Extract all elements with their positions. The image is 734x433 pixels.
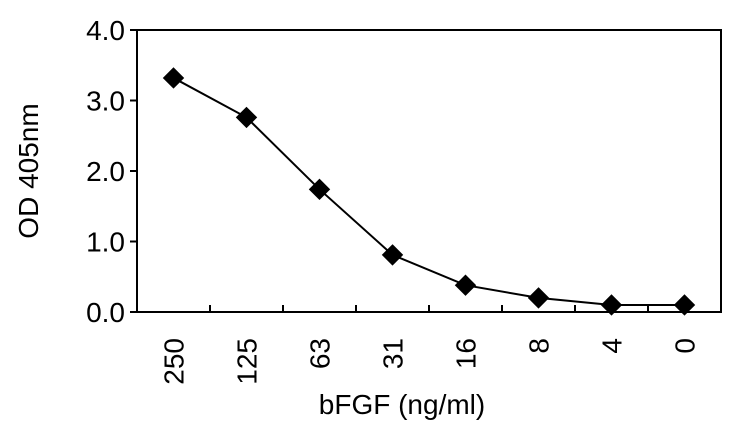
x-axis-ticks: 250 125 63 31 16 8 4 0: [159, 305, 701, 385]
y-tick-label: 4.0: [86, 15, 125, 46]
data-point: [673, 294, 696, 316]
x-tick-label: 8: [524, 338, 555, 354]
y-tick-label: 1.0: [86, 227, 125, 258]
series-group: [162, 67, 696, 316]
y-tick-label: 0.0: [86, 297, 125, 328]
y-axis-ticks: 0.0 1.0 2.0 3.0 4.0: [86, 15, 137, 328]
data-point: [235, 106, 258, 129]
data-point: [600, 294, 623, 316]
y-tick-label: 2.0: [86, 156, 125, 187]
data-point: [381, 244, 404, 266]
data-point: [527, 287, 550, 309]
x-axis-title: bFGF (ng/ml): [319, 389, 485, 420]
data-point: [308, 178, 331, 201]
x-tick-label: 250: [159, 338, 190, 385]
x-tick-label: 63: [305, 338, 336, 369]
y-axis-title: OD 405nm: [13, 103, 44, 238]
x-tick-label: 0: [670, 338, 701, 354]
series-line: [173, 77, 685, 306]
data-point: [454, 274, 477, 296]
y-tick-label: 3.0: [86, 86, 125, 117]
x-tick-label: 31: [378, 338, 409, 369]
x-tick-label: 4: [597, 338, 628, 354]
x-tick-label: 125: [232, 338, 263, 385]
data-point: [162, 67, 185, 89]
x-tick-label: 16: [451, 338, 482, 369]
